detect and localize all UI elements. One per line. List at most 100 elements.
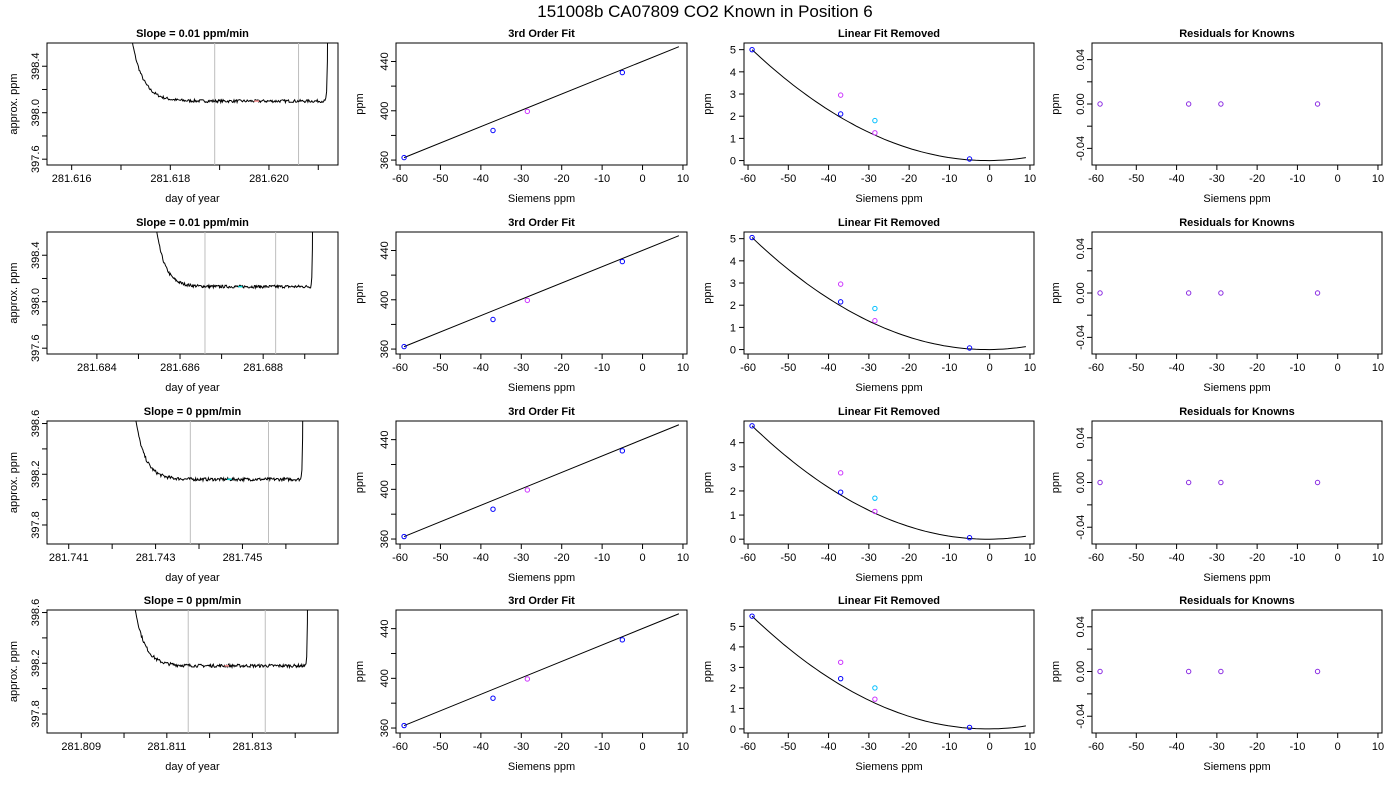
x-tick-label: 281.684 xyxy=(77,362,117,374)
panel-r4-c3: Linear Fit Removed -60 -50 -40 -30 -20 -10 0 10 0… xyxy=(702,595,1036,773)
plot-frame xyxy=(46,42,339,166)
data-point xyxy=(401,154,407,161)
x-axis-label: day of year xyxy=(165,572,220,584)
data-point xyxy=(490,316,496,323)
x-tick-label: 10 xyxy=(677,552,689,564)
y-tick-label: 0 xyxy=(730,156,736,168)
panel-r2-c1: Slope = 0.01 ppm/min 281.684 281.686 281.68… xyxy=(8,217,339,394)
y-tick-label: 360 xyxy=(379,340,391,358)
x-tick-label: -10 xyxy=(1289,552,1305,564)
panel-r4-c2: 3rd Order Fit -60 -50 -40 -30 -20 -10 0 10 360 400… xyxy=(354,595,689,773)
y-tick-label: 0.04 xyxy=(1075,427,1087,448)
data-point xyxy=(1097,101,1103,107)
data-point xyxy=(872,495,878,501)
data-point xyxy=(1185,479,1192,486)
x-tick-label: -30 xyxy=(513,362,529,374)
panel-title: Residuals for Knowns xyxy=(1179,595,1295,607)
data-point xyxy=(1314,101,1321,107)
panel-title: Linear Fit Removed xyxy=(838,595,940,607)
x-tick-label: -40 xyxy=(1169,552,1185,564)
x-tick-label: -20 xyxy=(554,362,570,374)
panel-title: Linear Fit Removed xyxy=(838,406,940,418)
x-axis-label: Siemens ppm xyxy=(1203,193,1270,205)
plot-frame xyxy=(1091,609,1383,734)
x-tick-label: 281.616 xyxy=(52,173,92,185)
data-point xyxy=(490,506,496,512)
y-tick-label: 398.2 xyxy=(30,460,42,488)
x-tick-label: -40 xyxy=(473,741,489,753)
y-tick-label: 3 xyxy=(730,662,736,674)
y-tick-label: -0.04 xyxy=(1075,704,1087,729)
panel-r1-c3: Linear Fit Removed -60 -50 -40 -30 -20 -10 0 10 0… xyxy=(702,28,1036,205)
y-axis-label: ppm xyxy=(702,282,714,303)
y-axis-label: ppm xyxy=(702,661,714,682)
data-point xyxy=(1218,101,1224,107)
data-point xyxy=(619,69,626,76)
x-axis-label: day of year xyxy=(165,193,220,205)
panel-r3-c4: Residuals for Knowns -60 -50 -40 -30 -20 -10 0 1… xyxy=(1050,406,1384,584)
x-tick-label: -10 xyxy=(1289,741,1305,753)
x-tick-label: -40 xyxy=(473,552,489,564)
plot-frame xyxy=(743,609,1035,734)
y-tick-label: 0 xyxy=(730,724,736,736)
x-tick-label: -20 xyxy=(1249,173,1265,185)
x-axis-label: Siemens ppm xyxy=(855,193,922,205)
y-tick-label: 0.04 xyxy=(1075,49,1087,70)
y-axis-label: approx. ppm xyxy=(8,73,20,134)
x-tick-label: -60 xyxy=(740,173,756,185)
y-tick-label: 2 xyxy=(730,683,736,695)
data-point xyxy=(401,343,407,350)
y-tick-label: 397.8 xyxy=(30,700,42,728)
y-tick-label: -0.04 xyxy=(1075,325,1087,350)
plot-frame xyxy=(46,609,339,734)
y-tick-label: 398.0 xyxy=(30,288,42,316)
data-point xyxy=(524,676,531,682)
x-tick-label: -40 xyxy=(473,173,489,185)
y-tick-label: 4 xyxy=(730,438,736,450)
data-point xyxy=(1218,290,1224,296)
y-tick-label: 400 xyxy=(379,291,391,309)
plot-frame xyxy=(395,609,688,734)
x-tick-label: -30 xyxy=(1209,552,1225,564)
y-tick-label: 0.00 xyxy=(1075,93,1087,114)
x-tick-label: 281.741 xyxy=(49,552,89,564)
panel-title: Linear Fit Removed xyxy=(838,217,940,229)
y-tick-label: 400 xyxy=(379,669,391,687)
x-tick-label: -60 xyxy=(392,173,408,185)
panel-title: 3rd Order Fit xyxy=(508,217,575,229)
x-tick-label: -60 xyxy=(740,552,756,564)
panel-title: Residuals for Knowns xyxy=(1179,28,1295,40)
plot-area xyxy=(134,610,308,733)
fit-line xyxy=(403,46,680,159)
x-tick-label: -10 xyxy=(1289,362,1305,374)
data-point xyxy=(749,234,755,241)
y-axis-label: ppm xyxy=(1050,282,1062,303)
x-tick-label: -30 xyxy=(1209,173,1225,185)
y-tick-label: 1 xyxy=(730,703,736,715)
y-tick-label: 440 xyxy=(379,52,391,70)
panel-r3-c3: Linear Fit Removed -60 -50 -40 -30 -20 -10 0 10 0… xyxy=(702,406,1036,584)
x-tick-label: -30 xyxy=(861,173,877,185)
plot-frame xyxy=(395,231,688,355)
plot-frame xyxy=(743,231,1035,355)
x-tick-label: -20 xyxy=(1249,741,1265,753)
x-tick-label: 10 xyxy=(1024,552,1036,564)
plot-frame xyxy=(1091,231,1383,355)
plot-area xyxy=(1097,479,1321,486)
x-tick-label: 281.743 xyxy=(136,552,176,564)
y-tick-label: 398.4 xyxy=(30,241,42,269)
y-tick-label: 398.0 xyxy=(30,99,42,127)
data-point xyxy=(837,489,844,495)
y-tick-label: 397.6 xyxy=(30,334,42,362)
x-tick-label: 10 xyxy=(1372,552,1384,564)
panel-title: Slope = 0 ppm/min xyxy=(144,595,242,607)
y-tick-label: 4 xyxy=(730,67,736,79)
x-tick-label: 281.688 xyxy=(243,362,283,374)
data-point xyxy=(966,724,973,731)
y-tick-label: 360 xyxy=(379,530,391,548)
x-tick-label: 0 xyxy=(987,173,993,185)
x-tick-label: -50 xyxy=(433,362,449,374)
x-tick-label: -60 xyxy=(1088,552,1104,564)
y-axis-label: ppm xyxy=(354,93,366,114)
